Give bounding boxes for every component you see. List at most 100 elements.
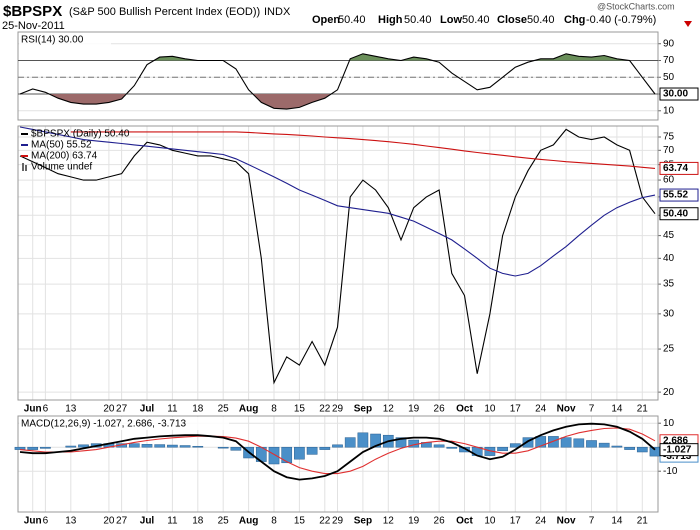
x-tick-label: 24 <box>535 516 547 527</box>
end-label: 2.686 <box>663 435 688 446</box>
y-tick-label: 10 <box>663 418 675 429</box>
x-tick-label: 18 <box>192 516 204 527</box>
series-line <box>19 53 656 110</box>
y-tick-label: 90 <box>663 38 675 49</box>
x-tick-label: Oct <box>456 404 473 415</box>
histogram-bar <box>306 446 318 455</box>
x-tick-label: 22 <box>319 516 331 527</box>
x-tick-label: 21 <box>637 404 649 415</box>
x-tick-label: Aug <box>239 516 258 527</box>
histogram-bar <box>14 446 26 450</box>
histogram-bar <box>40 446 51 449</box>
histogram-bar <box>141 444 153 448</box>
x-tick-label: 13 <box>65 516 77 527</box>
quote-label: Low <box>440 14 462 26</box>
y-tick-label: -10 <box>663 466 678 477</box>
histogram-bar <box>230 446 242 451</box>
histogram-bar <box>344 437 356 448</box>
histogram-bar <box>370 433 381 448</box>
x-tick-label: 12 <box>383 516 395 527</box>
legend-swatch <box>22 163 24 171</box>
histogram-bar <box>636 446 648 453</box>
x-tick-label: 20 <box>103 404 115 415</box>
histogram-bar <box>167 444 178 448</box>
histogram-bar <box>281 446 293 464</box>
x-tick-label: 15 <box>294 404 306 415</box>
end-label: 50.40 <box>663 208 688 219</box>
histogram-bar <box>573 438 585 448</box>
quote-label: Chg <box>564 14 585 26</box>
x-tick-label: 19 <box>408 404 420 415</box>
x-tick-label: 7 <box>589 516 595 527</box>
x-tick-label: 27 <box>116 404 128 415</box>
x-tick-label: Jul <box>140 516 155 527</box>
histogram-bar <box>598 442 610 448</box>
histogram-bar <box>294 446 305 460</box>
x-tick-label: 24 <box>535 404 547 415</box>
end-label-box <box>659 188 699 202</box>
x-tick-label: 11 <box>167 516 178 527</box>
end-label: 55.52 <box>663 190 688 201</box>
end-label: 30.00 <box>663 89 688 100</box>
histogram-bar <box>332 444 343 448</box>
series-line <box>70 131 656 169</box>
legend-entry: $BPSPX (Daily) 50.40 <box>31 129 130 140</box>
histogram-bar <box>27 446 39 450</box>
quote-label: Open <box>312 14 340 26</box>
panel-frame <box>17 415 659 513</box>
series-line <box>19 126 656 277</box>
x-tick-label: 26 <box>434 404 446 415</box>
x-tick-label: 29 <box>332 516 344 527</box>
y-tick-label: 60 <box>663 175 675 186</box>
histogram-bar <box>357 432 369 448</box>
legend-swatch <box>25 165 27 171</box>
histogram-bar <box>497 446 508 452</box>
end-label-box <box>659 443 699 457</box>
quote-value: 50.40 <box>462 14 490 26</box>
legend-entry: MA(50) 55.52 <box>31 140 92 151</box>
title-bg <box>19 33 111 46</box>
exchange: INDX <box>264 6 291 18</box>
x-tick-label: 6 <box>43 516 49 527</box>
histogram-bar <box>192 445 204 448</box>
x-tick-label: 14 <box>611 516 623 527</box>
quote-value: 50.40 <box>404 14 432 26</box>
end-label-box <box>659 87 699 101</box>
quote-value: 50.40 <box>338 14 366 26</box>
x-tick-label: 13 <box>65 404 77 415</box>
y-tick-label: 75 <box>663 132 675 143</box>
x-tick-label: 8 <box>271 516 277 527</box>
end-label: -3.713 <box>663 451 692 462</box>
histogram-bar <box>179 445 191 448</box>
x-tick-label: 18 <box>192 404 204 415</box>
x-tick-label: 20 <box>103 516 115 527</box>
quote-value: 50.40 <box>527 14 555 26</box>
rsi-fill <box>20 53 655 61</box>
x-tick-label: Nov <box>557 404 576 415</box>
symbol: $BPSPX <box>3 3 62 20</box>
x-tick-label: 7 <box>589 404 595 415</box>
histogram-bar <box>268 446 280 465</box>
quote-value: -0.40 (-0.79%) <box>586 14 656 26</box>
symbol-name: (S&P 500 Bullish Percent Index (EOD)) <box>69 6 260 18</box>
x-tick-label: Aug <box>239 404 258 415</box>
end-label-box <box>659 161 699 175</box>
legend-entry: Volume undef <box>31 162 92 173</box>
histogram-bar <box>154 444 166 448</box>
x-tick-label: Oct <box>456 516 473 527</box>
histogram-bar <box>65 445 77 448</box>
series-line <box>19 427 656 475</box>
x-tick-label: Jun <box>24 516 42 527</box>
histogram-bar <box>535 436 547 448</box>
x-tick-label: 14 <box>611 404 623 415</box>
histogram-bar <box>586 440 597 448</box>
x-tick-label: 17 <box>510 404 522 415</box>
x-tick-label: 10 <box>484 516 496 527</box>
x-tick-label: 19 <box>408 516 420 527</box>
x-tick-label: 29 <box>332 404 344 415</box>
rsi-fill <box>20 94 655 110</box>
down-arrow <box>684 21 692 27</box>
y-tick-label: 40 <box>663 253 675 264</box>
panel-title: MACD(12,26,9) -1.027, 2.686, -3.713 <box>21 419 187 430</box>
